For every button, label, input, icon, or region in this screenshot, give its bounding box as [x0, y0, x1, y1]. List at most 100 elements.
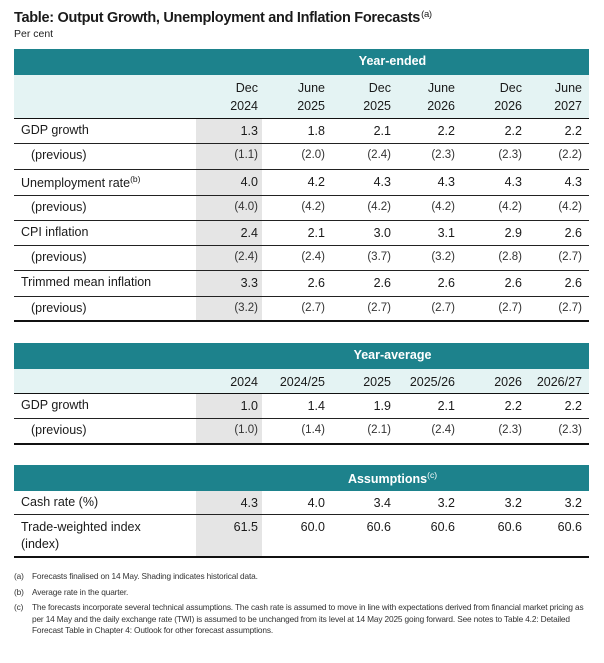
- value-cell: 2.2: [504, 124, 522, 138]
- column-header-period: Dec: [499, 81, 522, 95]
- value-cell: 3.2: [437, 496, 455, 510]
- value-cell: (2.3): [498, 149, 522, 161]
- value-cell: (2.0): [301, 149, 325, 161]
- value-cell: 60.0: [300, 520, 325, 534]
- footnote-key: (a): [14, 571, 24, 581]
- table-title-text: Table: Output Growth, Unemployment and I…: [14, 10, 421, 26]
- table-row-previous: (previous) (1.1) (2.0) (2.4) (2.3) (2.3) (2.2): [14, 144, 589, 170]
- value-cell: (4.2): [431, 201, 455, 213]
- footnote: (a) Forecasts finalised on 14 May. Shadin…: [14, 571, 589, 583]
- value-cell: 2.4: [240, 226, 258, 240]
- value-cell: (4.2): [498, 201, 522, 213]
- value-cell: 1.9: [373, 399, 391, 413]
- value-cell: (2.8): [498, 251, 522, 263]
- value-cell: 4.0: [240, 175, 258, 189]
- table-row-previous: (previous) (2.4) (2.4) (3.7) (3.2) (2.8) (2.7): [14, 246, 589, 271]
- year-average-rows: GDP growth 1.0 1.4 1.9 2.1 2.2 2.2 (previous) (1…: [14, 394, 589, 445]
- value-cell: 4.3: [504, 175, 522, 189]
- value-cell: 3.3: [240, 276, 258, 290]
- assumptions-header-band: Assumptions(c): [14, 465, 589, 491]
- value-cell: 2.1: [437, 399, 455, 413]
- value-cell: (2.4): [367, 149, 391, 161]
- table-row: Trade-weighted index (index) 61.5 60.0 60.6 6…: [14, 515, 589, 558]
- value-cell: (4.2): [367, 201, 391, 213]
- value-cell: 1.8: [307, 124, 325, 138]
- assumptions-label-text: Assumptions: [347, 472, 428, 486]
- historical-shading: [196, 170, 262, 195]
- row-label: CPI inflation: [21, 225, 88, 239]
- value-cell: (2.4): [234, 251, 258, 263]
- historical-shading: [196, 491, 262, 514]
- footnote-text: The forecasts incorporate several techni…: [32, 602, 584, 635]
- historical-shading: [196, 119, 262, 143]
- value-cell: 1.0: [240, 399, 258, 413]
- footnote: (b) Average rate in the quarter.: [14, 587, 589, 599]
- column-header-year: 2026: [427, 99, 455, 113]
- column-header-period: June: [427, 81, 455, 95]
- value-cell: (4.2): [301, 201, 325, 213]
- table-row-previous: (previous) (3.2) (2.7) (2.7) (2.7) (2.7) (2.7): [14, 297, 589, 322]
- table-units: Per cent: [14, 28, 54, 40]
- value-cell: (2.3): [431, 149, 455, 161]
- historical-shading: [196, 246, 262, 270]
- assumptions-rows: Cash rate (%) 4.3 4.0 3.4 3.2 3.2 3.2 Trade-wei…: [14, 491, 589, 558]
- footnotes: (a) Forecasts finalised on 14 May. Shadin…: [14, 571, 589, 641]
- value-cell: (2.3): [498, 424, 522, 436]
- column-header-period: Dec: [368, 81, 391, 95]
- table-row: GDP growth 1.0 1.4 1.9 2.1 2.2 2.2: [14, 394, 589, 419]
- row-label: (previous): [31, 250, 87, 264]
- value-cell: 3.2: [564, 496, 582, 510]
- value-cell: 2.2: [564, 399, 582, 413]
- value-cell: 4.2: [307, 175, 325, 189]
- row-label: Trimmed mean inflation: [21, 275, 151, 289]
- row-label-text: Unemployment rate: [21, 176, 131, 190]
- column-header-year: 2026/27: [536, 375, 582, 389]
- value-cell: 2.6: [307, 276, 325, 290]
- column-header-period: June: [554, 81, 582, 95]
- value-cell: 2.2: [504, 399, 522, 413]
- column-header-year: 2025: [363, 375, 391, 389]
- column-header-period: June: [297, 81, 325, 95]
- column-header-year: 2027: [554, 99, 582, 113]
- value-cell: (3.2): [234, 302, 258, 314]
- column-header-year: 2026: [494, 375, 522, 389]
- value-cell: 2.6: [564, 226, 582, 240]
- row-label-text: CPI inflation: [21, 225, 89, 239]
- historical-shading: [196, 221, 262, 245]
- value-cell: (4.0): [234, 201, 258, 213]
- table-row-previous: (previous) (4.0) (4.2) (4.2) (4.2) (4.2) (4.2): [14, 196, 589, 221]
- row-label: (previous): [31, 148, 87, 162]
- historical-shading: [196, 196, 262, 220]
- row-label: GDP growth: [21, 398, 89, 412]
- value-cell: 4.0: [307, 496, 325, 510]
- value-cell: 3.0: [373, 226, 391, 240]
- year-average-label: Year-average: [353, 348, 432, 362]
- footnote-key: (b): [14, 586, 24, 597]
- column-header-year: 2025: [297, 99, 325, 113]
- row-label-text: (previous): [31, 301, 87, 315]
- column-header-year: 2024: [230, 375, 258, 389]
- value-cell: (2.7): [367, 302, 391, 314]
- value-cell: 2.6: [373, 276, 391, 290]
- year-ended-label: Year-ended: [358, 54, 427, 68]
- year-ended-rows: GDP growth 1.3 1.8 2.1 2.2 2.2 2.2 (previous) (1…: [14, 119, 589, 322]
- table-row: Cash rate (%) 4.3 4.0 3.4 3.2 3.2 3.2: [14, 491, 589, 515]
- value-cell: 61.5: [233, 520, 258, 534]
- value-cell: (1.1): [234, 149, 258, 161]
- table-title: Table: Output Growth, Unemployment and I…: [14, 9, 432, 26]
- value-cell: (2.4): [431, 424, 455, 436]
- row-label-text: GDP growth: [21, 398, 89, 412]
- value-cell: 2.1: [373, 124, 391, 138]
- row-label-text-line2: (index): [21, 537, 60, 551]
- year-average-section: Year-average 2024 2024/25 2025 2025/26 2026 2…: [14, 343, 589, 445]
- value-cell: (1.0): [234, 424, 258, 436]
- value-cell: 2.2: [564, 124, 582, 138]
- table-row: Unemployment rate(b) 4.0 4.2 4.3 4.3 4.3 4.3: [14, 170, 589, 196]
- value-cell: (2.7): [558, 251, 582, 263]
- historical-shading: [196, 271, 262, 296]
- row-label: Cash rate (%): [21, 495, 98, 509]
- row-label-text: (previous): [31, 250, 87, 264]
- historical-shading: [196, 297, 262, 320]
- title-footnote-marker: (a): [421, 9, 432, 20]
- column-header-year: 2024/25: [279, 375, 325, 389]
